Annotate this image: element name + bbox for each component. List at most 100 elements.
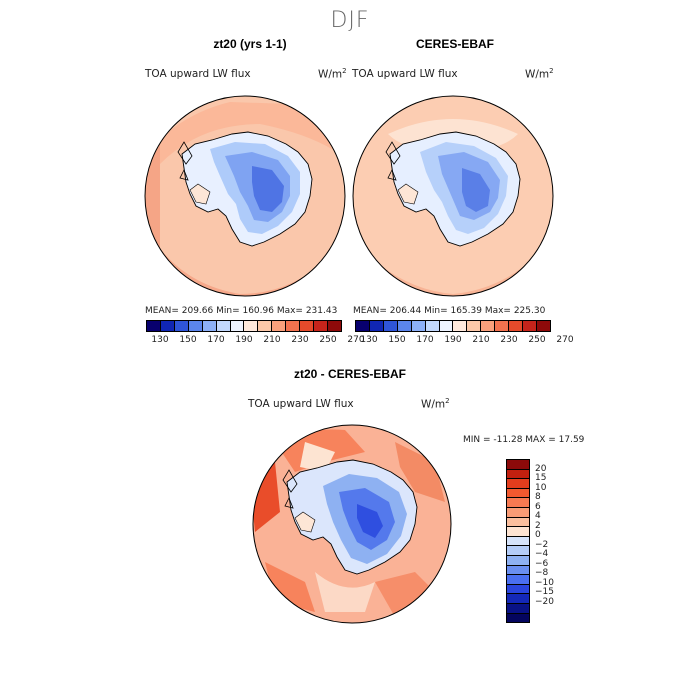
warm-ring-west	[145, 114, 160, 284]
colorbar-tick-label: 150	[179, 335, 197, 345]
colorbar-swatch	[425, 321, 440, 331]
colorbar-swatch	[523, 321, 537, 331]
panel-1-title: zt20 (yrs 1-1)	[213, 37, 287, 51]
colorbar-swatch	[507, 603, 529, 614]
colorbar-swatch	[507, 517, 529, 528]
panel-2-map	[352, 95, 554, 297]
peninsula-patch	[294, 511, 316, 533]
diff-positive-patch	[395, 442, 445, 502]
colorbar-swatch	[507, 565, 529, 576]
colorbar-swatch	[244, 321, 259, 331]
colorbar-swatch	[174, 321, 189, 331]
panel-2-colorbar	[355, 320, 551, 332]
panel-3-colorbar	[506, 459, 530, 623]
map-boundary	[144, 95, 346, 297]
colorbar-tick-label: 130	[360, 335, 378, 345]
colorbar-tick-label: 4	[535, 511, 541, 522]
colorbar-swatch	[507, 594, 529, 604]
panel-2-colorbar-labels: 130 150 170 190 210 230 250 270	[355, 335, 573, 347]
colorbar-tick-label: 8	[535, 492, 541, 503]
warm-ring-north	[145, 102, 345, 174]
colorbar-tick-label: 15	[535, 473, 547, 484]
colorbar-swatch	[507, 507, 529, 518]
colorbar-tick-label: 270	[556, 335, 574, 345]
colorbar-swatch	[453, 321, 468, 331]
colorbar-tick-label: 0	[535, 530, 541, 541]
colorbar-tick-label: 230	[291, 335, 309, 345]
colorbar-swatch	[383, 321, 398, 331]
colorbar-tick-label: 2	[535, 520, 541, 531]
colorbar-tick-label: 190	[444, 335, 462, 345]
colorbar-swatch	[507, 575, 529, 585]
colorbar-tick-label: 210	[472, 335, 490, 345]
coastline-detail	[177, 141, 193, 181]
colorbar-swatch	[507, 527, 529, 537]
colorbar-swatch	[327, 321, 341, 331]
colorbar-swatch	[397, 321, 412, 331]
diff-near-zero-patch	[315, 572, 375, 612]
colorbar-swatch	[507, 546, 529, 556]
panel-3-units: W/m2	[421, 397, 450, 411]
colorbar-swatch	[507, 460, 529, 470]
colorbar-swatch	[507, 498, 529, 508]
colorbar-swatch	[230, 321, 245, 331]
colorbar-swatch	[481, 321, 496, 331]
colorbar-swatch	[216, 321, 231, 331]
colorbar-tick-label: 130	[151, 335, 169, 345]
colorbar-swatch	[147, 321, 161, 331]
colorbar-swatch	[467, 321, 482, 331]
colorbar-tick-label: 6	[535, 501, 541, 512]
panel-2-stats: MEAN= 206.44 Min= 165.39 Max= 225.30	[353, 306, 546, 316]
colorbar-swatch	[495, 321, 510, 331]
colorbar-swatch	[439, 321, 454, 331]
colorbar-tick-label: 170	[207, 335, 225, 345]
peninsula-patch	[189, 183, 211, 205]
colorbar-swatch	[507, 555, 529, 566]
colorbar-swatch	[507, 584, 529, 595]
colorbar-tick-label: 250	[528, 335, 546, 345]
colorbar-tick-label: −15	[535, 587, 554, 598]
diff-near-zero-patch	[300, 442, 335, 472]
colorbar-tick-label: −4	[535, 549, 549, 560]
colorbar-swatch	[507, 613, 529, 623]
colorbar-tick-label: −10	[535, 577, 554, 588]
diff-negative-contour	[357, 504, 383, 538]
panel-2-title: CERES-EBAF	[415, 37, 494, 51]
coastline-detail	[282, 469, 298, 509]
colorbar-tick-label: −8	[535, 568, 549, 579]
colorbar-swatch	[160, 321, 175, 331]
colorbar-swatch	[507, 536, 529, 547]
colorbar-tick-label: 190	[235, 335, 253, 345]
colorbar-tick-label: 20	[535, 463, 547, 474]
colorbar-tick-label: 170	[416, 335, 434, 345]
panel-1-colorbar	[146, 320, 342, 332]
panel-3-stats: MIN = -11.28 MAX = 17.59	[463, 435, 585, 445]
flux-contour-150	[252, 166, 284, 212]
panel-3-map	[252, 424, 452, 624]
season-title: DJF	[330, 8, 370, 33]
diff-positive-patch	[375, 572, 435, 617]
peninsula-patch	[397, 183, 419, 205]
colorbar-swatch	[507, 479, 529, 489]
colorbar-swatch	[356, 321, 370, 331]
colorbar-tick-label: 10	[535, 482, 547, 493]
colorbar-tick-label: 250	[319, 335, 337, 345]
map-boundary	[252, 424, 452, 624]
colorbar-swatch	[258, 321, 273, 331]
colorbar-swatch	[369, 321, 384, 331]
colorbar-swatch	[507, 488, 529, 499]
panel-1-units: W/m2	[318, 67, 347, 81]
colorbar-swatch	[507, 469, 529, 480]
coastline-detail	[385, 141, 401, 181]
colorbar-tick-label: −20	[535, 596, 554, 607]
colorbar-swatch	[314, 321, 328, 331]
colorbar-tick-label: −2	[535, 539, 549, 550]
colorbar-swatch	[272, 321, 287, 331]
panel-3-variable: TOA upward LW flux	[248, 398, 354, 410]
colorbar-tick-label: 150	[388, 335, 406, 345]
panel-1-variable: TOA upward LW flux	[145, 68, 251, 80]
panel-1-stats: MEAN= 209.66 Min= 160.96 Max= 231.43	[145, 306, 338, 316]
map-boundary	[352, 95, 554, 297]
colorbar-tick-label: 230	[500, 335, 518, 345]
colorbar-swatch	[188, 321, 203, 331]
